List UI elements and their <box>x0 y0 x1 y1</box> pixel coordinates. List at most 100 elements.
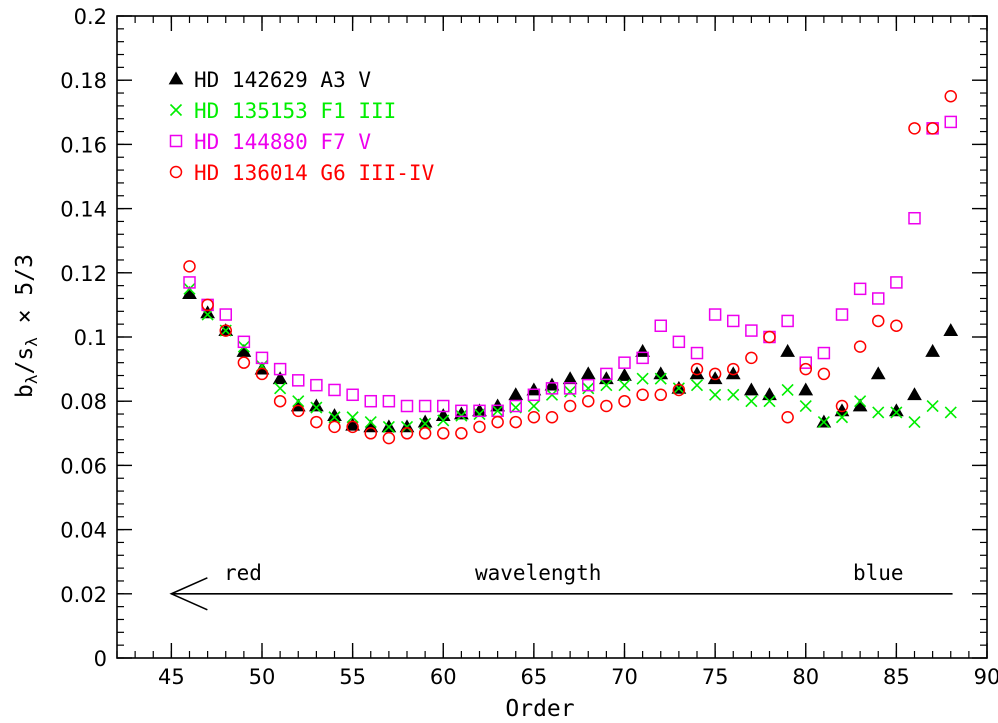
data-point <box>799 356 812 369</box>
wavelength-label: wavelength <box>475 561 601 585</box>
data-point <box>890 319 903 333</box>
data-point <box>745 351 758 365</box>
data-point <box>600 379 613 392</box>
data-point <box>310 401 323 414</box>
data-point <box>473 404 486 418</box>
data-point <box>708 367 722 381</box>
y-label-mid: /s <box>12 347 38 375</box>
x-tick-label: 80 <box>792 665 819 689</box>
data-point <box>255 367 269 381</box>
blue-label: blue <box>853 561 904 585</box>
data-point <box>780 343 795 357</box>
data-point <box>890 276 903 289</box>
data-point <box>835 411 849 424</box>
legend-marker <box>168 71 184 85</box>
wavelength-annotation: red wavelength blue <box>169 561 953 611</box>
data-point <box>364 394 377 408</box>
data-point <box>310 378 323 392</box>
data-point <box>781 383 794 397</box>
data-point <box>545 388 559 401</box>
data-point <box>545 411 559 424</box>
data-point <box>237 335 251 349</box>
data-point <box>509 415 522 429</box>
data-point <box>872 406 885 419</box>
data-point <box>582 394 595 408</box>
data-point <box>672 383 686 397</box>
data-point <box>563 382 577 395</box>
data-point <box>400 399 414 413</box>
data-point <box>944 115 957 129</box>
y-tick-label: 0.08 <box>60 390 107 414</box>
data-point <box>582 378 595 392</box>
data-point <box>600 399 613 413</box>
data-point <box>563 399 577 413</box>
series-4-points <box>183 90 957 445</box>
data-point <box>944 406 957 419</box>
data-point <box>781 314 794 328</box>
data-point <box>636 388 649 402</box>
data-point <box>890 406 903 419</box>
data-point <box>799 362 812 376</box>
data-point <box>382 431 396 445</box>
data-point <box>709 388 722 401</box>
y-tick-label: 0.18 <box>60 69 107 93</box>
data-point <box>473 420 486 434</box>
data-point <box>944 90 957 103</box>
x-tick-label: 65 <box>521 665 548 689</box>
data-point <box>346 388 359 402</box>
data-point <box>328 383 341 397</box>
data-point <box>219 308 232 321</box>
data-point <box>201 298 214 312</box>
data-point <box>328 420 341 434</box>
data-point <box>654 319 667 333</box>
data-point <box>183 282 196 295</box>
data-point <box>364 415 377 429</box>
data-point <box>419 417 432 430</box>
data-point <box>328 411 341 424</box>
data-point <box>545 382 559 395</box>
data-point <box>817 367 831 381</box>
data-point <box>690 346 704 360</box>
data-point <box>870 366 886 380</box>
data-point <box>817 346 831 360</box>
x-tick-label: 90 <box>974 665 998 689</box>
data-point <box>274 382 287 395</box>
data-point <box>835 399 849 413</box>
data-point <box>272 371 288 385</box>
data-point <box>908 415 921 429</box>
data-point <box>835 308 849 321</box>
data-point <box>345 417 360 431</box>
series-3-points <box>183 115 957 418</box>
data-point <box>708 308 722 321</box>
data-point <box>527 388 541 402</box>
y-tick-label: 0 <box>94 647 107 671</box>
red-label: red <box>224 561 262 585</box>
y-label-main: b <box>12 384 38 398</box>
y-label-sub2: λ <box>22 337 41 347</box>
data-point <box>817 415 830 429</box>
data-point <box>310 415 323 429</box>
data-point <box>382 394 396 408</box>
data-point <box>400 420 414 433</box>
data-point <box>926 399 939 413</box>
data-point <box>763 330 776 344</box>
x-tick-label: 70 <box>611 665 638 689</box>
data-point <box>437 399 450 413</box>
data-point <box>635 343 650 357</box>
data-point <box>618 394 631 408</box>
data-point <box>455 404 468 418</box>
data-point <box>763 395 776 408</box>
data-point <box>853 340 867 353</box>
legend-entry-label: HD 135153 F1 III <box>194 99 396 123</box>
data-point <box>654 372 667 385</box>
data-point <box>908 122 921 135</box>
data-point <box>219 324 232 337</box>
data-point <box>872 314 885 328</box>
wavelength-arrow-head <box>169 577 208 611</box>
y-tick-label: 0.04 <box>60 519 107 543</box>
y-label-tail: × 5/3 <box>12 254 38 337</box>
data-point <box>745 395 758 408</box>
x-tick-label: 55 <box>339 665 366 689</box>
data-point <box>617 368 632 381</box>
